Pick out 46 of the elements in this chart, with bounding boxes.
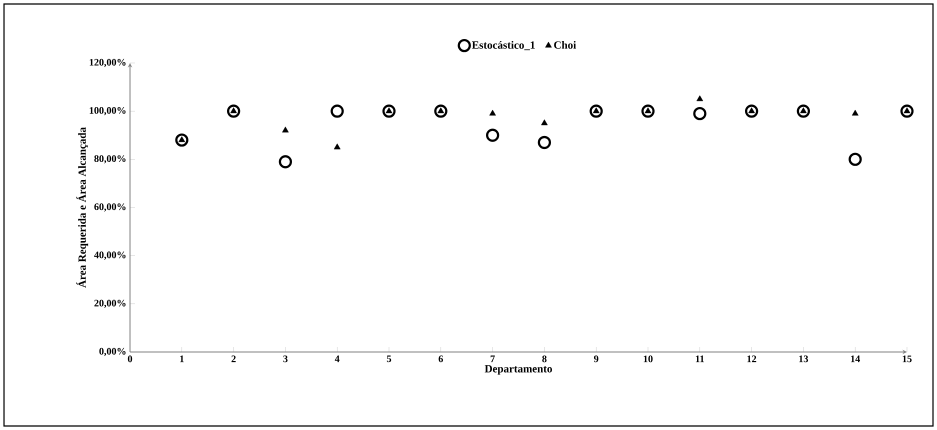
point	[541, 119, 548, 126]
x-tick-label: 3	[283, 356, 288, 362]
x-tick-label: 15	[902, 356, 912, 362]
x-tick-label: 5	[386, 356, 392, 362]
point	[745, 104, 758, 118]
point	[278, 155, 292, 168]
x-tick-label: 1	[180, 356, 184, 362]
point	[330, 104, 344, 118]
point	[282, 126, 289, 132]
point	[175, 133, 188, 147]
point	[334, 143, 341, 150]
y-tick-label: 80,00%	[94, 155, 126, 164]
x-tick-label: 0	[128, 356, 132, 362]
point	[227, 104, 240, 118]
x-tick-label: 9	[594, 356, 598, 362]
point	[900, 104, 914, 118]
point	[434, 104, 448, 118]
y-tick-label: 20,00%	[94, 300, 126, 308]
y-axis-title: Área Requerida e Área Alcançada	[76, 127, 88, 288]
y-tick-label: 100,00%	[90, 107, 126, 116]
point	[382, 104, 396, 118]
point	[486, 128, 500, 142]
point	[641, 104, 655, 118]
y-tick-label: 0,00%	[99, 348, 126, 356]
x-tick-label: 8	[542, 356, 547, 362]
x-tick-label: 11	[696, 356, 704, 362]
legend-label: Estocástico_1	[472, 40, 535, 50]
x-tick-label: 10	[644, 356, 653, 362]
point	[848, 152, 862, 166]
point	[693, 106, 706, 120]
x-tick-label: 13	[799, 356, 808, 362]
x-tick-label: 4	[334, 356, 340, 362]
x-tick-label: 2	[232, 356, 236, 362]
point	[852, 110, 859, 116]
x-tick-label: 12	[747, 356, 756, 362]
y-tick-label: 60,00%	[94, 203, 126, 212]
point	[538, 136, 552, 150]
x-tick-label: 6	[438, 356, 444, 362]
point	[489, 110, 496, 116]
x-tick-label: 7	[490, 356, 495, 362]
x-axis-title: Departamento	[484, 365, 552, 375]
y-tick-label: 120,00%	[90, 58, 126, 68]
point	[696, 95, 704, 102]
legend-label: Choi	[554, 40, 576, 49]
x-tick-label: 14	[851, 356, 860, 362]
y-tick-label: 40,00%	[94, 252, 126, 260]
